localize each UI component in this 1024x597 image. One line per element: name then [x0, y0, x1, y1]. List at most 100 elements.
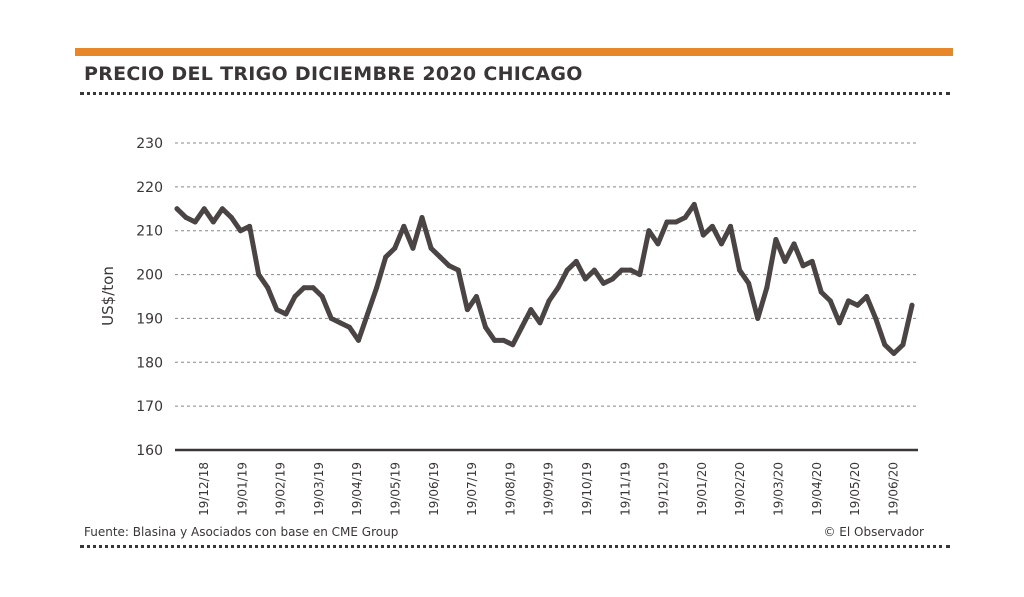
data-point — [827, 298, 833, 304]
data-point — [483, 324, 489, 330]
data-point — [582, 276, 588, 282]
data-point — [256, 272, 262, 278]
data-point — [210, 219, 216, 225]
y-tick-label: 160 — [136, 443, 163, 459]
data-point — [392, 245, 398, 251]
data-point — [219, 206, 225, 212]
data-point — [891, 351, 897, 357]
data-point — [728, 223, 734, 229]
data-point — [818, 289, 824, 295]
x-tick-label: 19/11/19 — [618, 462, 632, 516]
y-tick-label: 210 — [136, 224, 163, 240]
y-tick-label: 220 — [136, 180, 163, 196]
data-point — [628, 267, 634, 273]
data-point — [791, 241, 797, 247]
data-point — [746, 280, 752, 286]
x-tick-label: 19/04/20 — [810, 462, 824, 516]
data-point — [610, 276, 616, 282]
x-tick-label: 19/02/20 — [733, 462, 747, 516]
data-point — [473, 294, 479, 299]
data-point — [909, 302, 915, 308]
x-tick-label: 19/07/19 — [465, 462, 479, 516]
data-point — [346, 324, 352, 330]
data-point — [328, 315, 334, 321]
data-point — [800, 263, 806, 269]
data-point — [428, 245, 434, 251]
data-point — [337, 320, 343, 326]
data-point — [600, 280, 606, 286]
x-tick-label: 19/04/19 — [350, 462, 364, 516]
y-tick-label: 180 — [136, 355, 163, 371]
x-tick-label: 19/01/20 — [695, 462, 709, 516]
data-point — [455, 267, 461, 273]
data-point — [845, 298, 851, 304]
data-point — [900, 342, 906, 348]
x-tick-label: 19/10/19 — [580, 462, 594, 516]
title-divider — [80, 92, 950, 95]
data-point — [700, 232, 706, 238]
data-point — [755, 315, 761, 321]
data-point — [274, 307, 280, 313]
accent-bar — [75, 48, 953, 56]
data-point — [564, 267, 570, 273]
x-tick-label: 19/09/19 — [542, 462, 556, 516]
data-point — [365, 311, 371, 317]
data-point — [864, 294, 870, 299]
x-tick-label: 19/06/20 — [886, 462, 900, 516]
data-point — [201, 206, 207, 212]
data-point — [283, 311, 289, 317]
data-point — [401, 223, 407, 229]
x-tick-label: 19/12/18 — [197, 462, 211, 516]
data-point — [555, 285, 561, 291]
data-point — [519, 324, 525, 330]
data-point — [855, 302, 861, 308]
data-point — [619, 267, 625, 273]
data-point — [591, 267, 597, 273]
x-tick-label: 19/06/19 — [427, 462, 441, 516]
data-point — [637, 272, 643, 278]
data-point — [292, 294, 298, 299]
data-point — [836, 320, 842, 326]
y-tick-label: 200 — [136, 268, 163, 284]
x-tick-label: 19/03/20 — [772, 462, 786, 516]
y-tick-label: 170 — [136, 399, 163, 415]
data-point — [192, 219, 198, 225]
x-tick-label: 19/05/20 — [848, 462, 862, 516]
data-point — [873, 315, 879, 321]
data-point — [682, 215, 688, 221]
credit-note: © El Observador — [823, 525, 924, 539]
x-tick-label: 19/05/19 — [389, 462, 403, 516]
data-point — [673, 219, 679, 225]
data-point — [537, 320, 543, 326]
data-point — [319, 294, 325, 299]
data-point — [238, 228, 244, 234]
data-point — [265, 285, 271, 291]
data-point — [737, 267, 743, 273]
data-point — [764, 285, 770, 291]
data-point — [355, 337, 361, 343]
data-point — [383, 254, 389, 260]
data-point — [528, 307, 534, 313]
data-point — [446, 263, 452, 269]
x-tick-label: 19/08/19 — [503, 462, 517, 516]
data-point — [809, 258, 815, 264]
y-axis-label: US$/ton — [99, 266, 117, 326]
data-point — [691, 201, 697, 207]
data-point — [546, 298, 552, 304]
data-point — [501, 337, 507, 343]
data-point — [492, 337, 498, 343]
data-point — [510, 342, 516, 348]
data-point — [174, 206, 180, 212]
data-point — [646, 228, 652, 234]
source-note: Fuente: Blasina y Asociados con base en … — [84, 525, 399, 539]
data-point — [228, 215, 234, 221]
data-point — [374, 285, 380, 291]
x-tick-label: 19/12/19 — [657, 462, 671, 516]
data-point — [464, 307, 470, 313]
x-tick-label: 19/03/19 — [312, 462, 326, 516]
y-tick-label: 230 — [136, 136, 163, 152]
data-point — [882, 342, 888, 348]
x-tick-label: 19/01/19 — [235, 462, 249, 516]
